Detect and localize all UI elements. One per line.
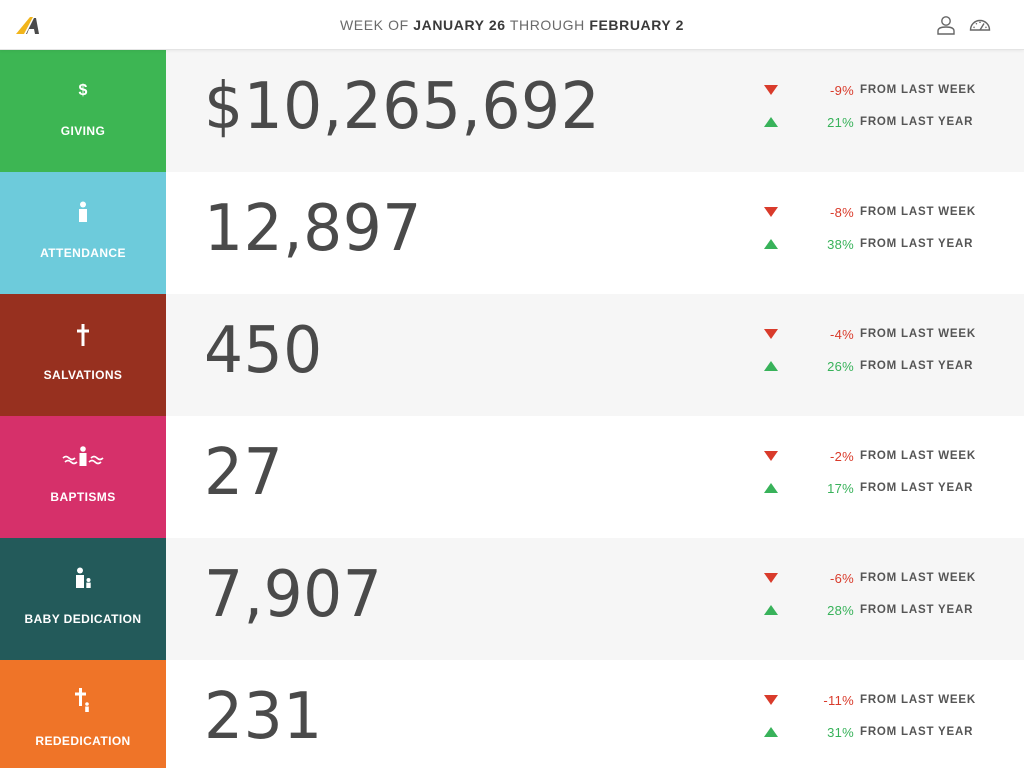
baby-dedication-week-change: -6% FROM LAST WEEK [760, 570, 984, 590]
salvations-label: SALVATIONS [43, 368, 123, 382]
week-through: THROUGH [505, 17, 590, 33]
year-percent: 26% [827, 359, 854, 374]
user-icon[interactable] [934, 13, 958, 37]
cross-icon [0, 320, 166, 350]
metric-row-salvations[interactable]: SALVATIONS 450 -4% FROM LAST WEEK 26% FR… [0, 294, 1024, 416]
metrics-list: $ GIVING $10,265,692 -9% FROM LAST WEEK … [0, 50, 1024, 768]
down-arrow-icon [764, 329, 778, 339]
week-range-title: WEEK OF JANUARY 26 THROUGH FEBRUARY 2 [0, 17, 1024, 33]
up-arrow-icon [764, 239, 778, 249]
metric-row-baptisms[interactable]: BAPTISMS 27 -2% FROM LAST WEEK 17% FROM … [0, 416, 1024, 538]
week-percent: -11% [823, 693, 854, 708]
person-icon [0, 198, 166, 228]
year-label: FROM LAST YEAR [860, 604, 974, 616]
week-end-date: FEBRUARY 2 [589, 17, 684, 33]
down-arrow-icon [764, 573, 778, 583]
metric-row-attendance[interactable]: ATTENDANCE 12,897 -8% FROM LAST WEEK 38%… [0, 172, 1024, 294]
giving-week-change: -9% FROM LAST WEEK [760, 82, 984, 102]
week-percent: -2% [829, 449, 854, 464]
baptisms-label: BAPTISMS [50, 490, 116, 504]
week-percent: -9% [829, 83, 854, 98]
metric-row-baby-dedication[interactable]: BABY DEDICATION 7,907 -6% FROM LAST WEEK… [0, 538, 1024, 660]
week-percent: -4% [829, 327, 854, 342]
salvations-value: 450 [204, 314, 323, 388]
year-label: FROM LAST YEAR [860, 116, 974, 128]
cross-person-icon [0, 686, 166, 716]
rededication-tile[interactable]: REDEDICATION [0, 660, 166, 768]
week-label: FROM LAST WEEK [860, 328, 976, 340]
year-label: FROM LAST YEAR [860, 482, 974, 494]
baby-dedication-year-change: 28% FROM LAST YEAR [760, 602, 984, 622]
rededication-week-change: -11% FROM LAST WEEK [760, 692, 984, 712]
parent-child-icon [0, 564, 166, 594]
salvations-tile[interactable]: SALVATIONS [0, 294, 166, 416]
down-arrow-icon [764, 451, 778, 461]
attendance-week-change: -8% FROM LAST WEEK [760, 204, 984, 224]
baptisms-year-change: 17% FROM LAST YEAR [760, 480, 984, 500]
baptisms-value: 27 [204, 436, 284, 510]
attendance-label: ATTENDANCE [40, 246, 126, 260]
week-percent: -8% [829, 205, 854, 220]
baby-dedication-value: 7,907 [204, 558, 383, 632]
year-percent: 38% [827, 237, 854, 252]
baptism-icon [0, 442, 166, 472]
week-start-date: JANUARY 26 [413, 17, 506, 33]
week-label: FROM LAST WEEK [860, 84, 976, 96]
down-arrow-icon [764, 695, 778, 705]
app-logo-icon[interactable] [14, 12, 46, 38]
year-label: FROM LAST YEAR [860, 726, 974, 738]
up-arrow-icon [764, 361, 778, 371]
metric-row-rededication[interactable]: REDEDICATION 231 -11% FROM LAST WEEK 31%… [0, 660, 1024, 768]
baby-dedication-tile[interactable]: BABY DEDICATION [0, 538, 166, 660]
attendance-year-change: 38% FROM LAST YEAR [760, 236, 984, 256]
dollar-icon: $ [78, 82, 88, 99]
week-label: FROM LAST WEEK [860, 450, 976, 462]
down-arrow-icon [764, 85, 778, 95]
rededication-label: REDEDICATION [35, 734, 131, 748]
baptisms-tile[interactable]: BAPTISMS [0, 416, 166, 538]
down-arrow-icon [764, 207, 778, 217]
week-label: FROM LAST WEEK [860, 572, 976, 584]
up-arrow-icon [764, 117, 778, 127]
year-percent: 28% [827, 603, 854, 618]
week-percent: -6% [829, 571, 854, 586]
salvations-week-change: -4% FROM LAST WEEK [760, 326, 984, 346]
attendance-value: 12,897 [204, 192, 422, 266]
dashboard-gauge-icon[interactable] [968, 13, 992, 37]
giving-tile[interactable]: $ GIVING [0, 50, 166, 172]
year-percent: 17% [827, 481, 854, 496]
giving-year-change: 21% FROM LAST YEAR [760, 114, 984, 134]
up-arrow-icon [764, 727, 778, 737]
salvations-year-change: 26% FROM LAST YEAR [760, 358, 984, 378]
rededication-value: 231 [204, 680, 323, 754]
attendance-tile[interactable]: ATTENDANCE [0, 172, 166, 294]
giving-value: $10,265,692 [204, 70, 601, 144]
baptisms-week-change: -2% FROM LAST WEEK [760, 448, 984, 468]
metric-row-giving[interactable]: $ GIVING $10,265,692 -9% FROM LAST WEEK … [0, 50, 1024, 172]
up-arrow-icon [764, 483, 778, 493]
giving-label: GIVING [60, 124, 106, 138]
year-percent: 21% [827, 115, 854, 130]
week-label: FROM LAST WEEK [860, 694, 976, 706]
week-prefix: WEEK OF [339, 17, 414, 33]
week-label: FROM LAST WEEK [860, 206, 976, 218]
year-label: FROM LAST YEAR [860, 238, 974, 250]
rededication-year-change: 31% FROM LAST YEAR [760, 724, 984, 744]
baby-dedication-label: BABY DEDICATION [24, 612, 142, 626]
year-label: FROM LAST YEAR [860, 360, 974, 372]
up-arrow-icon [764, 605, 778, 615]
year-percent: 31% [827, 725, 854, 740]
header-bar: WEEK OF JANUARY 26 THROUGH FEBRUARY 2 [0, 0, 1024, 50]
